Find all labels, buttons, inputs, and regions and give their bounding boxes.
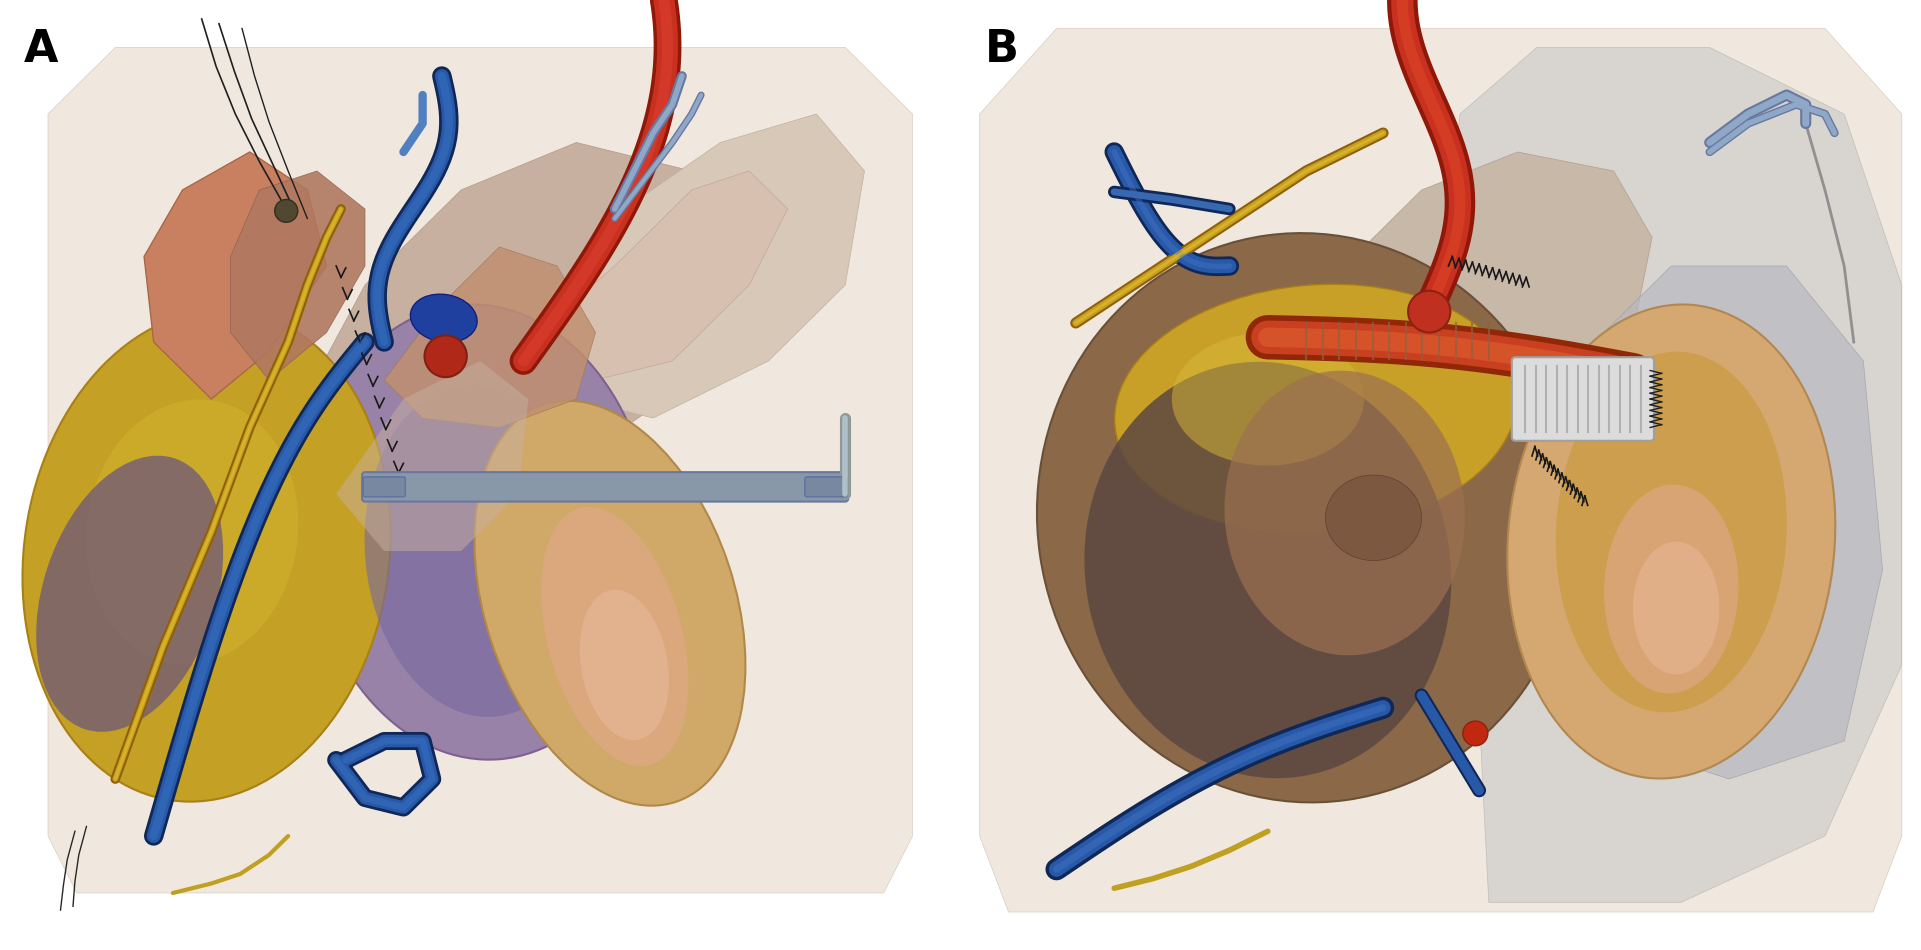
Polygon shape	[144, 152, 327, 399]
Ellipse shape	[1085, 362, 1450, 778]
Text: A: A	[23, 28, 58, 71]
Polygon shape	[288, 142, 749, 456]
Polygon shape	[1518, 266, 1883, 779]
Ellipse shape	[1633, 542, 1719, 674]
Circle shape	[1408, 291, 1450, 332]
Ellipse shape	[1224, 370, 1466, 656]
FancyBboxPatch shape	[361, 472, 849, 502]
Circle shape	[425, 335, 467, 377]
FancyBboxPatch shape	[1512, 357, 1654, 441]
Polygon shape	[384, 247, 596, 428]
Ellipse shape	[86, 400, 298, 664]
Ellipse shape	[36, 456, 223, 732]
Ellipse shape	[307, 304, 653, 760]
Ellipse shape	[580, 590, 669, 740]
Polygon shape	[980, 28, 1902, 912]
Ellipse shape	[1604, 484, 1739, 694]
FancyBboxPatch shape	[363, 477, 405, 497]
Ellipse shape	[1325, 475, 1422, 560]
Circle shape	[275, 200, 298, 222]
Ellipse shape	[1172, 332, 1364, 466]
Text: B: B	[985, 28, 1018, 71]
Ellipse shape	[474, 401, 745, 806]
Polygon shape	[336, 361, 528, 551]
FancyBboxPatch shape	[805, 477, 847, 497]
Ellipse shape	[1556, 352, 1787, 712]
Ellipse shape	[542, 507, 688, 766]
Polygon shape	[48, 48, 912, 893]
Polygon shape	[538, 171, 788, 380]
Ellipse shape	[365, 385, 596, 717]
Polygon shape	[1441, 48, 1902, 902]
Ellipse shape	[1114, 284, 1518, 533]
Ellipse shape	[411, 294, 476, 342]
Polygon shape	[499, 114, 864, 418]
Circle shape	[1464, 721, 1487, 746]
Polygon shape	[1249, 152, 1652, 428]
Ellipse shape	[23, 310, 390, 802]
Ellipse shape	[1508, 305, 1835, 778]
Ellipse shape	[1037, 233, 1575, 803]
Polygon shape	[231, 171, 365, 380]
